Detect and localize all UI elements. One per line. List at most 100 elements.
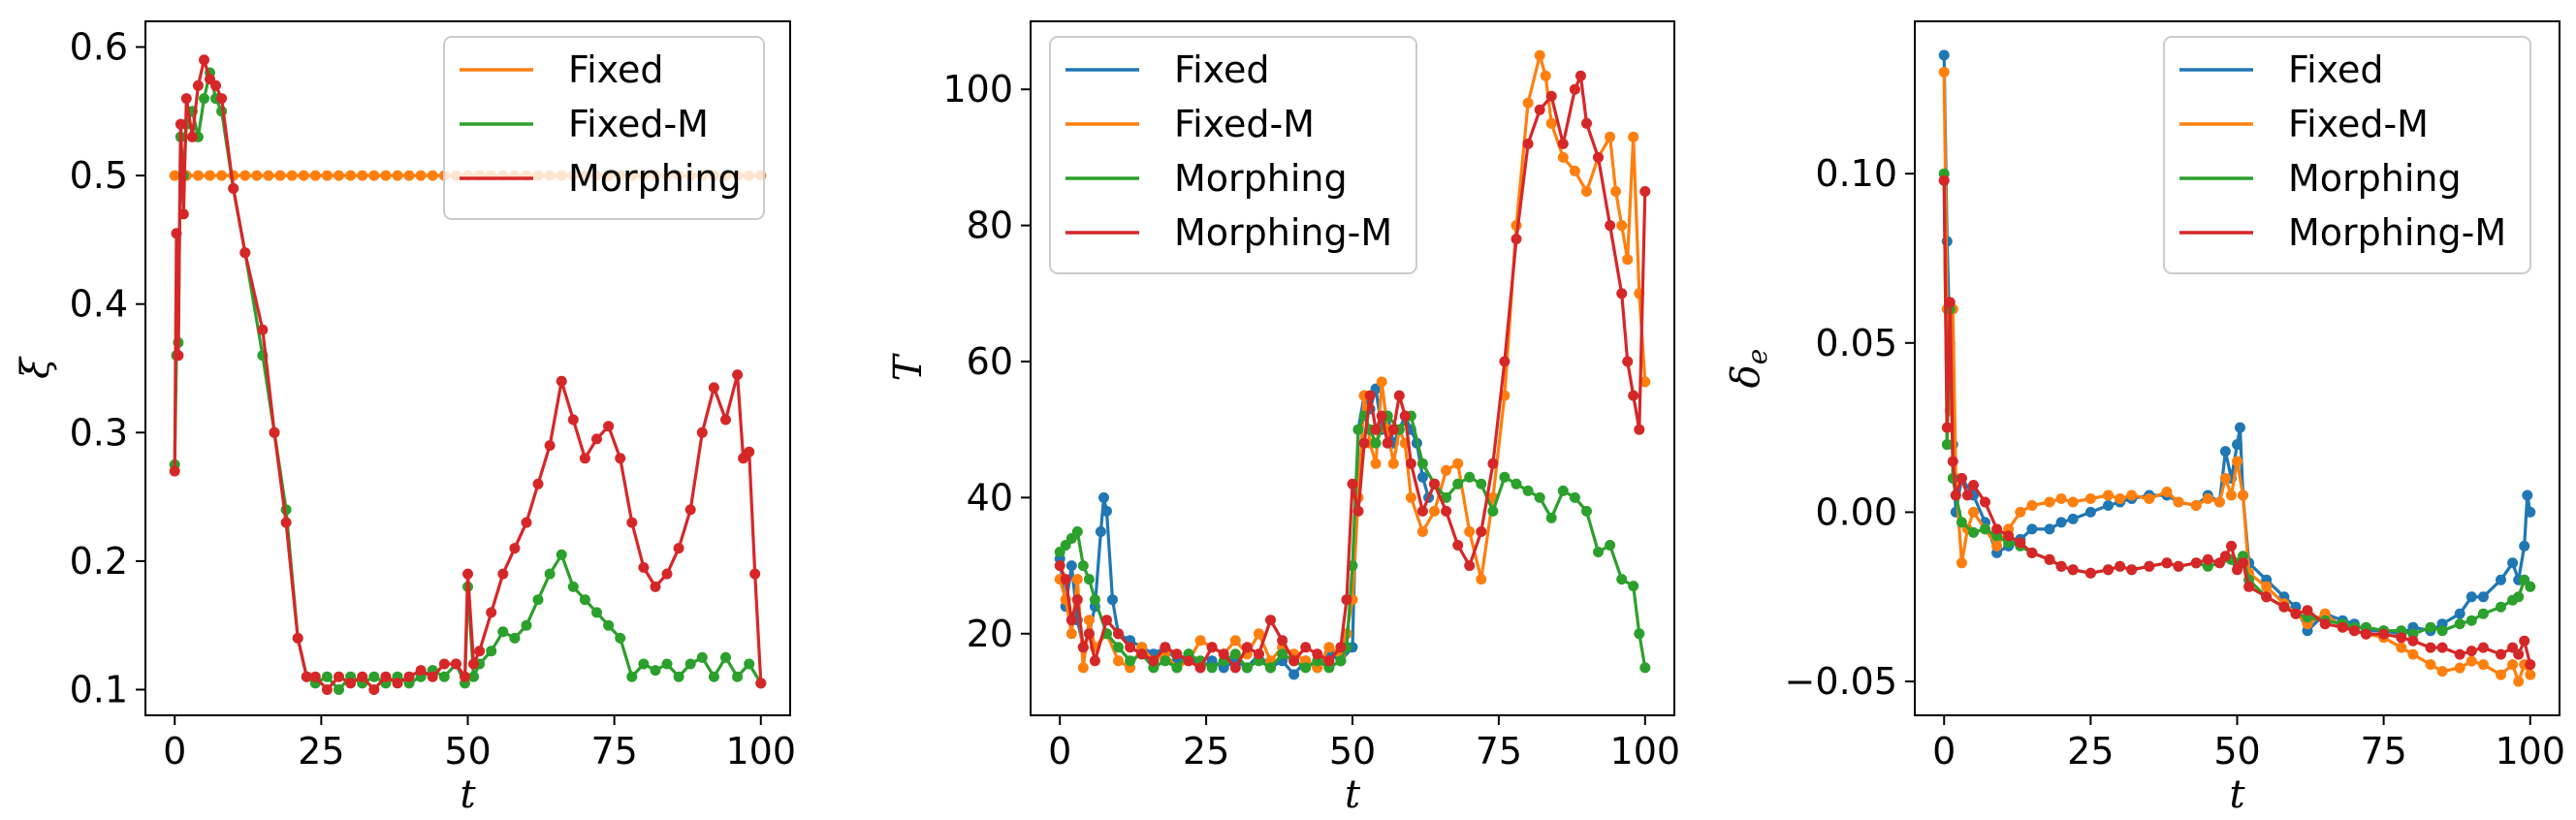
y-tick-label: 0.1 [70, 668, 128, 710]
data-point-morphing-m [2084, 567, 2096, 579]
data-point-fixed-m [1464, 526, 1476, 537]
x-tick-label: 100 [726, 730, 797, 773]
data-point-morphing-m [2067, 564, 2079, 576]
data-point-fixed-m [1077, 662, 1089, 674]
data-point-fixed-m [579, 594, 590, 606]
data-point-morphing-m [1944, 297, 1956, 308]
data-point-morphing-m [1241, 642, 1253, 653]
data-point-morphing [1980, 523, 1990, 535]
data-point-morphing-m [1405, 457, 1416, 469]
data-point-morphing-m [2115, 560, 2126, 572]
data-point-morphing [177, 208, 189, 220]
data-point-morphing-m [2173, 560, 2184, 572]
x-axis-label: t [2229, 773, 2245, 817]
data-point-morphing [1605, 540, 1616, 551]
x-tick-label: 0 [1932, 730, 1956, 773]
data-point-morphing-m [1148, 655, 1160, 667]
data-point-morphing [280, 517, 292, 528]
data-point-morphing [591, 433, 602, 445]
data-point-morphing [474, 646, 486, 657]
y-tick-label: 60 [967, 340, 1013, 383]
data-point-morphing [567, 414, 579, 426]
data-point-morphing-m [1136, 648, 1148, 660]
data-point-fixed [2103, 500, 2114, 511]
data-point-morphing-m [1160, 642, 1171, 653]
data-point-morphing-m [2496, 648, 2506, 660]
y-tick-label: 100 [942, 68, 1013, 110]
data-point-morphing-m [2015, 537, 2026, 549]
data-point-morphing-m [1312, 648, 1323, 660]
data-point-morphing [380, 671, 392, 682]
data-point-fixed-m [544, 568, 556, 580]
data-point-morphing [2496, 601, 2506, 613]
data-point-morphing [415, 665, 427, 677]
data-point-fixed [1098, 491, 1109, 503]
data-point-fixed-m [2396, 642, 2407, 653]
data-point-morphing-m [1218, 648, 1229, 660]
data-point-fixed-m [2103, 489, 2114, 501]
legend-label-fixed: Fixed [1174, 48, 1269, 91]
data-point-morphing-m [2378, 628, 2390, 640]
data-point-fixed [368, 170, 380, 181]
legend-box [443, 36, 765, 220]
data-point-morphing-m [1253, 648, 1264, 660]
data-point-morphing [708, 382, 719, 394]
data-point-morphing-m [2161, 557, 2173, 569]
data-point-morphing-m [1364, 390, 1376, 401]
data-point-fixed [2522, 489, 2533, 501]
data-point-fixed-m [661, 658, 673, 670]
data-point-morphing-m [1171, 648, 1183, 660]
data-point-morphing-m [1950, 489, 1961, 501]
data-point-fixed-m [603, 619, 615, 631]
data-point-fixed-m [438, 671, 450, 682]
data-point-fixed [286, 170, 298, 181]
series-group [169, 54, 767, 695]
data-point-fixed-m [638, 658, 650, 670]
data-point-fixed-m [2126, 489, 2138, 501]
data-point-morphing-m [1335, 642, 1347, 653]
y-tick-label: 0.5 [70, 154, 128, 197]
data-point-morphing-m [1534, 104, 1545, 115]
x-tick-label: 50 [444, 730, 491, 773]
data-point-fixed [2026, 523, 2038, 535]
y-tick-label: 0.00 [1815, 490, 1897, 533]
data-point-morphing [2477, 608, 2489, 619]
data-point-fixed-m [321, 671, 333, 682]
y-axis-label: T [886, 352, 931, 381]
data-point-morphing [368, 684, 380, 695]
data-point-morphing-m [1522, 138, 1534, 149]
data-point-morphing-m [1634, 424, 1645, 435]
data-point-morphing-m [2144, 560, 2155, 572]
data-point-morphing-m [1370, 424, 1382, 435]
data-point-morphing-m [1060, 574, 1071, 585]
data-point-morphing [1557, 485, 1569, 496]
x-tick-label: 0 [163, 730, 186, 773]
data-point-morphing [509, 543, 521, 554]
data-point-morphing [1476, 478, 1487, 489]
y-tick-label: 0.2 [70, 540, 128, 583]
data-point-morphing [438, 658, 450, 670]
data-point-morphing [744, 446, 755, 457]
data-point-morphing [199, 54, 209, 66]
data-point-morphing-m [1101, 615, 1112, 626]
data-point-morphing-m [1429, 478, 1440, 489]
data-point-morphing-m [2319, 618, 2331, 630]
x-tick-label: 50 [2213, 730, 2260, 773]
data-point-morphing [696, 426, 708, 438]
data-point-fixed-m [1476, 574, 1487, 585]
data-point-fixed-m [1194, 635, 1206, 647]
data-point-fixed [2232, 439, 2242, 451]
data-point-morphing [403, 671, 415, 682]
chart-panel-3: 0 25 50 75 100−0.050.000.050.10tδeFixedFixed… [1724, 20, 2565, 817]
data-point-morphing [1545, 512, 1557, 523]
data-point-morphing-m [2407, 635, 2419, 647]
data-point-fixed [2219, 446, 2231, 457]
data-point-morphing [755, 678, 767, 689]
data-point-morphing [556, 375, 567, 387]
data-point-morphing [462, 568, 473, 580]
data-point-fixed-m [1405, 491, 1416, 503]
data-point-fixed [2477, 591, 2489, 603]
data-point-fixed-m [708, 671, 719, 682]
data-point-morphing [521, 517, 532, 528]
series-line-morphing [1058, 414, 1647, 670]
